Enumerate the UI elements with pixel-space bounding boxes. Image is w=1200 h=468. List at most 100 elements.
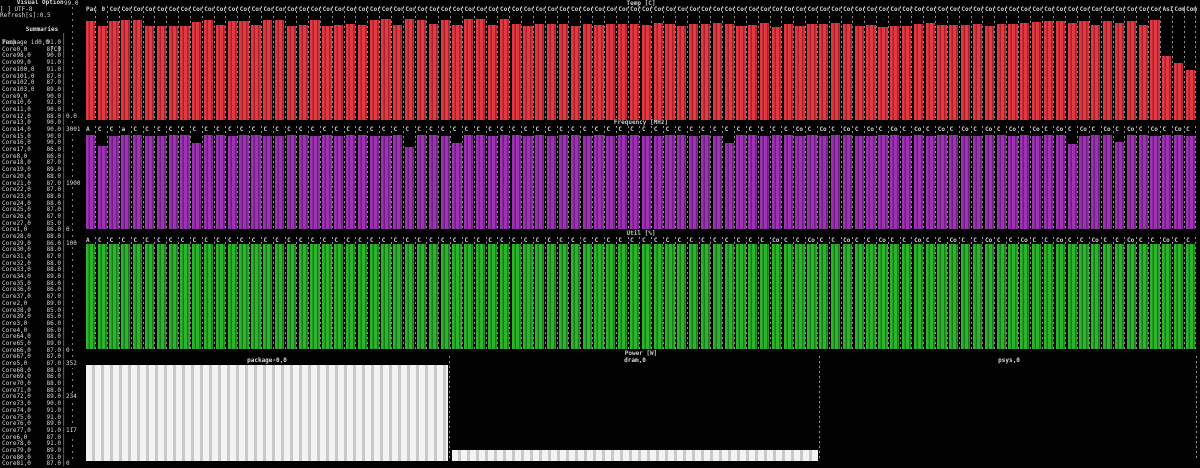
column-separator (603, 6, 605, 120)
frequency-column-header: C (369, 126, 374, 133)
sensor-value: 87.0 (46, 179, 61, 187)
column-separator (674, 237, 676, 349)
temp-bar (677, 26, 687, 120)
util-column-header: C (216, 237, 220, 244)
sensor-name: Core66,0 (2, 346, 31, 354)
sensor-name: Core38,0 (2, 306, 31, 314)
frequency-column-header: Co (843, 126, 851, 133)
column-separator (994, 126, 996, 229)
sensor-value: 85.0 (46, 219, 61, 227)
column-separator (722, 126, 724, 229)
frequency-bar (1020, 135, 1030, 229)
column-separator (923, 237, 925, 349)
frequency-bar (203, 135, 214, 229)
sensor-value: 91.0 (46, 59, 61, 67)
util-bar (807, 244, 817, 349)
column-separator (1065, 126, 1067, 229)
temp-bar (121, 19, 131, 120)
sensor-name: Core80,0 (2, 453, 31, 461)
util-column-header: C (464, 237, 469, 244)
temp-bar (1043, 20, 1054, 120)
util-bar (925, 244, 935, 349)
temp-column-header: Cor (571, 6, 582, 13)
temp-bar (334, 25, 344, 120)
util-bar (689, 244, 699, 349)
util-bar (736, 244, 746, 349)
column-separator (355, 126, 357, 229)
sensor-row: Core68,0 88.0 (0, 367, 84, 375)
temp-column-header: Asi (1162, 6, 1174, 13)
column-separator (450, 126, 452, 229)
column-separator (1148, 237, 1150, 349)
sensor-row: Core102,0 87.0 (0, 80, 84, 87)
util-column-header: C (322, 237, 327, 244)
column-separator (355, 6, 357, 120)
frequency-column-header: C (287, 126, 291, 133)
sensor-name: Core39,0 (2, 313, 31, 321)
column-separator (1124, 126, 1126, 229)
sensor-value: 89.0 (46, 393, 61, 401)
temp-bar (239, 20, 249, 120)
util-bar (251, 244, 261, 349)
frequency-column-header: C (251, 126, 256, 133)
frequency-bar (582, 135, 592, 229)
sensor-row: Core2,0 89.0 (0, 300, 84, 308)
column-separator (875, 6, 877, 120)
frequency-column-header: C (1162, 126, 1167, 133)
temp-column-header: Cor (1150, 6, 1162, 13)
sensor-row: Core16,0 90.0 (0, 140, 84, 147)
util-column-header: C (937, 237, 942, 244)
column-separator (201, 237, 203, 349)
sensor-value: 90.0 (46, 126, 61, 134)
column-separator (319, 126, 321, 229)
util-column-header: C (227, 237, 232, 244)
sensor-name: Core33,0 (2, 266, 31, 274)
column-separator (568, 237, 570, 349)
util-bar (440, 244, 450, 349)
column-separator (296, 126, 298, 229)
sensor-value: 87.0 (46, 353, 61, 361)
util-column-header: C (1008, 237, 1013, 244)
refresh-rate-input[interactable]: Refresh[s]:0.5 (0, 12, 51, 20)
temp-bar (1162, 55, 1172, 120)
temp-bar (192, 21, 202, 120)
util-bar (724, 244, 734, 349)
util-bar (1091, 244, 1101, 349)
utf8-checkbox[interactable]: [ ] UTF-8 (0, 5, 33, 13)
temp-column-header: Core (1091, 6, 1103, 13)
column-separator (651, 6, 653, 120)
sensor-name: Core76,0 (2, 420, 31, 428)
column-separator (213, 126, 215, 229)
temp-bar (1091, 25, 1101, 120)
column-separator (568, 6, 570, 120)
util-column-header: C (429, 237, 433, 244)
frequency-bar (819, 135, 829, 229)
column-separator (686, 126, 688, 229)
temp-column-header: Cor (890, 6, 902, 13)
sensor-value: 88.0 (46, 386, 61, 394)
column-separator (603, 126, 605, 229)
frequency-column-header: C (381, 126, 386, 133)
temp-bar (416, 19, 427, 120)
temp-bar (168, 26, 178, 120)
column-separator (698, 6, 700, 120)
sensor-value: 88.0 (46, 112, 61, 120)
temp-bar (653, 22, 663, 120)
util-bar (866, 244, 876, 349)
column-separator (414, 6, 416, 120)
column-separator (781, 237, 783, 349)
column-separator (793, 6, 795, 120)
power-panel-separator (449, 356, 450, 461)
column-separator (532, 126, 534, 229)
frequency-bar (499, 135, 509, 229)
util-bar (771, 244, 782, 349)
sensor-value: 88.0 (46, 279, 61, 287)
sensor-row: Core10,0 92.0 (0, 100, 84, 107)
column-separator (722, 237, 724, 349)
temp-column-header: Cor (582, 6, 594, 13)
frequency-column-header: Co (1150, 126, 1158, 133)
column-separator (213, 6, 215, 120)
util-bar (677, 244, 687, 349)
column-separator (497, 237, 499, 349)
util-bar (381, 244, 391, 349)
